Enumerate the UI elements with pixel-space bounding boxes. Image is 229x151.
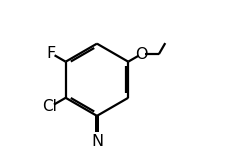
Text: Cl: Cl — [42, 99, 57, 114]
Text: O: O — [134, 47, 147, 62]
Text: F: F — [46, 46, 56, 61]
Text: N: N — [90, 134, 103, 149]
